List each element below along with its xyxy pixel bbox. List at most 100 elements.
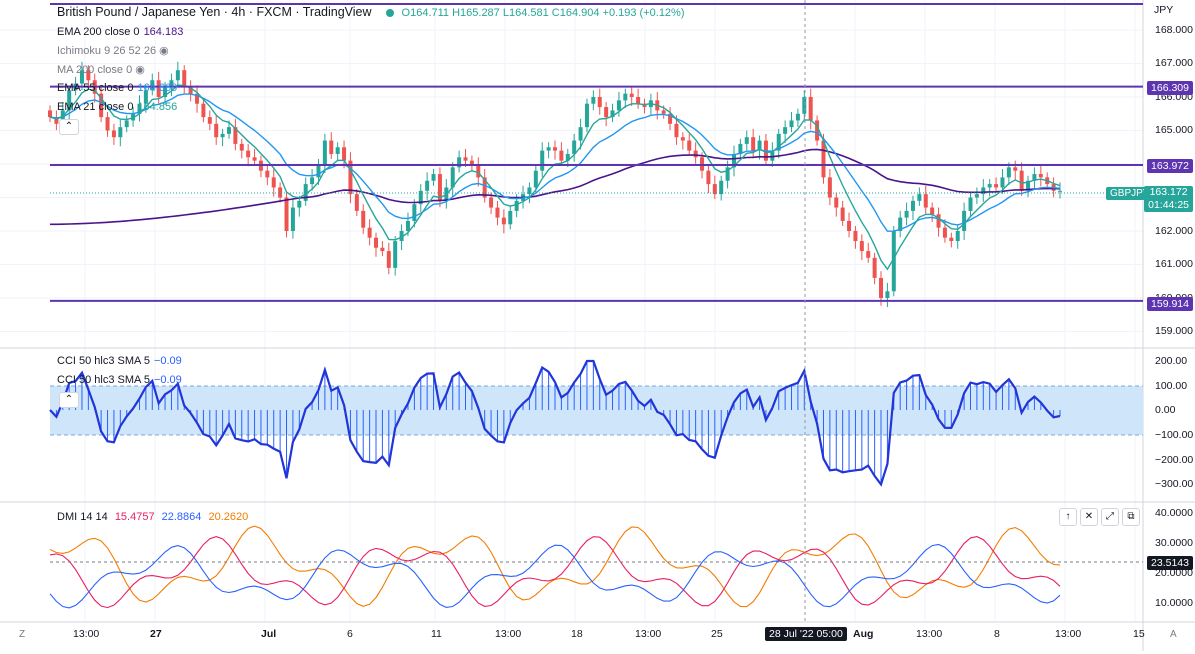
legend-cci-1[interactable]: CCI 50 hlc3 SMA 5 −0.09 — [57, 355, 182, 367]
dmi-tick-label: 10.0000 — [1155, 597, 1193, 609]
cci-pane[interactable] — [49, 359, 1061, 487]
cci-band — [50, 386, 1143, 435]
price-pane[interactable] — [48, 3, 1143, 308]
cci-tick-label: −200.00 — [1155, 454, 1194, 466]
candle-body — [693, 150, 698, 158]
dmi-crosshair-value: 23.5143 — [1147, 556, 1193, 570]
candle — [898, 210, 903, 238]
candle — [367, 219, 372, 246]
candle — [501, 209, 506, 234]
candle — [380, 241, 385, 257]
candle-body — [226, 127, 231, 134]
candle-body — [597, 97, 602, 108]
candle — [361, 204, 366, 235]
current-price-badge: 163.172 01:44:25 — [1144, 186, 1193, 212]
candle — [751, 128, 756, 159]
candle — [527, 182, 532, 204]
dmi-pane[interactable] — [49, 525, 1061, 609]
candle — [284, 190, 289, 238]
candle-body — [815, 120, 820, 141]
legend-ichimoku[interactable]: Ichimoku 9 26 52 26 ◉ — [57, 45, 169, 57]
legend-ema200[interactable]: EMA 200 close 0 164.183 — [57, 26, 184, 38]
legend-ema21[interactable]: EMA 21 close 0 164.856 — [57, 101, 178, 113]
candle — [386, 242, 391, 275]
candle-body — [271, 177, 276, 188]
candle — [335, 142, 340, 161]
candle-body — [67, 90, 72, 111]
candle-body — [469, 160, 474, 164]
more-icon[interactable]: ⧉ — [1122, 508, 1140, 526]
legend-ema55[interactable]: EMA 55 close 0 164.660 — [57, 82, 178, 94]
candle-body — [137, 103, 142, 114]
market-status-icon — [385, 8, 394, 17]
candle-body — [553, 147, 557, 151]
candle-body — [636, 97, 641, 104]
dmi-plus-line — [49, 536, 1061, 609]
candle-body — [303, 184, 308, 201]
candle-body — [399, 231, 404, 242]
candle — [169, 73, 174, 96]
candle-body — [725, 167, 730, 181]
crosshair-time-label: 28 Jul '22 05:00 — [765, 627, 847, 641]
collapse-legend-icon[interactable]: ⌃ — [59, 119, 79, 135]
symbol-title[interactable]: British Pound / Japanese Yen · 4h · FXCM… — [57, 5, 372, 19]
candle — [968, 192, 973, 216]
candle-body — [54, 117, 59, 124]
time-tick-label: 8 — [994, 628, 1000, 640]
hidden-eye-icon[interactable]: ◉ — [135, 64, 145, 76]
candle-body — [354, 194, 359, 211]
dmi-tick-label: 30.0000 — [1155, 537, 1193, 549]
maximize-icon[interactable]: ⤢ — [1101, 508, 1119, 526]
candle-body — [661, 110, 666, 114]
candle — [834, 192, 839, 217]
legend-cci-2[interactable]: CCI 50 hlc3 SMA 5 −0.09 — [57, 374, 182, 386]
candle-body — [802, 97, 807, 114]
candle-body — [335, 147, 340, 154]
hidden-eye-icon[interactable]: ◉ — [159, 45, 169, 57]
candle-body — [1058, 190, 1062, 192]
move-up-icon[interactable]: ↑ — [1059, 508, 1077, 526]
cci-tick-label: 200.00 — [1155, 355, 1188, 367]
candle — [591, 90, 596, 111]
price-tick-label: 167.000 — [1155, 57, 1193, 69]
candle — [124, 115, 129, 133]
candle-body — [974, 194, 979, 198]
candle-body — [508, 210, 513, 225]
legend-ma200[interactable]: MA 200 close 0 ◉ — [57, 64, 145, 76]
candle-body — [687, 140, 692, 151]
candle-body — [156, 80, 161, 97]
candle-body — [840, 207, 845, 221]
candle — [297, 195, 302, 217]
candle-body — [380, 247, 385, 252]
auto-scale-icon[interactable]: A — [1170, 629, 1177, 640]
candle — [495, 200, 500, 226]
candle — [891, 225, 896, 297]
candle-body — [731, 153, 736, 168]
candle-body — [514, 200, 519, 211]
candle-body — [616, 100, 621, 111]
candle-body — [1038, 174, 1043, 178]
candle — [597, 88, 602, 115]
candle-body — [143, 90, 148, 104]
candle — [808, 88, 813, 130]
candle-body — [482, 177, 487, 198]
candle — [1006, 162, 1011, 186]
candle-body — [712, 184, 717, 195]
legend-dmi[interactable]: DMI 14 14 15.4757 22.8864 20.2620 — [57, 511, 249, 523]
candle-body — [936, 214, 941, 228]
close-icon[interactable]: ✕ — [1080, 508, 1098, 526]
candle-body — [757, 140, 762, 151]
candle-body — [891, 231, 896, 292]
timezone-icon[interactable]: Z — [19, 629, 26, 640]
candle-body — [623, 93, 628, 101]
candle-body — [770, 150, 775, 161]
candle — [271, 169, 276, 197]
candle — [642, 98, 647, 114]
candle-body — [111, 130, 116, 138]
candle — [201, 98, 206, 123]
candle — [508, 205, 513, 230]
collapse-cci-legend-icon[interactable]: ⌃ — [59, 392, 79, 408]
candle-body — [994, 184, 999, 188]
